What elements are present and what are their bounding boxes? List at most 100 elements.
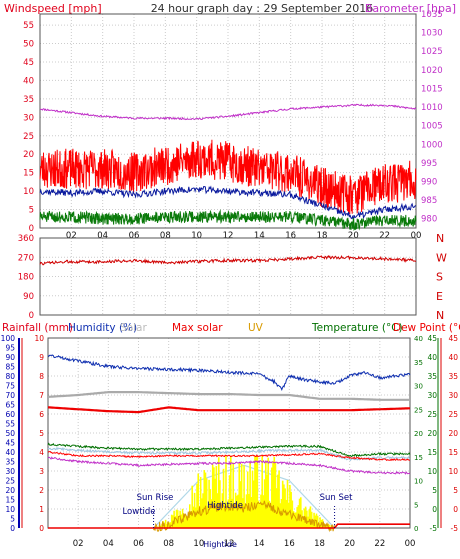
temperature-tick-35: 35 xyxy=(427,372,437,381)
humidity-tick-75: 75 xyxy=(5,382,15,391)
wind-hour-tick-04: 04 xyxy=(97,231,108,241)
dew-point-tick-45: 45 xyxy=(448,334,458,343)
barometer-tick-1020: 1020 xyxy=(421,66,443,76)
temperature-tick-40: 40 xyxy=(427,353,437,362)
max-solar-legend: Max solar xyxy=(172,322,223,334)
barometer-label: Barometer [hpa] xyxy=(365,2,456,15)
dew-point-tick-0: 0 xyxy=(453,505,458,514)
climate-hour-tick-04: 04 xyxy=(103,539,114,549)
dew-point-tick-10: 10 xyxy=(448,467,458,476)
humidity-tick-70: 70 xyxy=(5,391,15,400)
windspeed-tick-55: 55 xyxy=(23,21,34,31)
direction-tick-270: 270 xyxy=(18,253,34,263)
barometer-tick-985: 985 xyxy=(421,196,437,206)
humidity-tick-5: 5 xyxy=(10,515,15,524)
temperature-shadow-line xyxy=(47,446,411,462)
barometer-tick-1000: 1000 xyxy=(421,140,443,150)
temperature-tick-20: 20 xyxy=(427,429,437,438)
temperature-tick-45: 45 xyxy=(427,334,437,343)
solar-tick-10: 10 xyxy=(414,478,423,486)
windspeed-tick-15: 15 xyxy=(23,169,34,179)
barometer-tick-1030: 1030 xyxy=(421,29,443,39)
wind-hour-tick-06: 06 xyxy=(129,231,140,241)
humidity-tick-25: 25 xyxy=(5,477,15,486)
dew-point-tick-20: 20 xyxy=(448,429,458,438)
barometer-tick-995: 995 xyxy=(421,159,437,169)
sun-set-label: Sun Set xyxy=(320,493,353,503)
humidity-tick-50: 50 xyxy=(5,429,15,438)
windspeed-tick-40: 40 xyxy=(23,76,34,86)
windspeed-tick-10: 10 xyxy=(23,187,34,197)
lowtide-label: Lowtide xyxy=(122,507,155,517)
direction-tick-0: 0 xyxy=(29,311,34,321)
solar-tick-40: 40 xyxy=(414,335,423,343)
compass-label-2: S xyxy=(436,271,443,284)
direction-panel-series xyxy=(39,254,417,266)
solar-tick-15: 15 xyxy=(414,454,423,462)
rainfall-tick-6: 6 xyxy=(39,410,44,419)
solar-legend: Solar xyxy=(120,322,147,334)
compass-label-0: N xyxy=(436,232,444,245)
windspeed-tick-20: 20 xyxy=(23,150,34,160)
rainfall-tick-5: 5 xyxy=(39,429,44,438)
direction-tick-90: 90 xyxy=(23,292,34,302)
dew-point-legend: Dew Point (°C) xyxy=(393,322,460,334)
sun-rise-label: Sun Rise xyxy=(137,493,174,503)
uv-max-line xyxy=(47,456,411,475)
climate-panel-axes: 0510152025303540455055606570758085909510… xyxy=(1,334,459,533)
climate-hour-tick-12: 12 xyxy=(224,539,235,549)
climate-panel-hour-ticks: 02 04 06 08 10 12 14 16 18 20 22 00 xyxy=(73,539,416,549)
barometer-tick-1025: 1025 xyxy=(421,47,443,57)
humidity-tick-65: 65 xyxy=(5,401,15,410)
windspeed-tick-45: 45 xyxy=(23,58,34,68)
solar-tick-0: 0 xyxy=(414,525,418,533)
dew-point-tick-35: 35 xyxy=(448,372,458,381)
wind-hour-tick-16: 16 xyxy=(285,231,296,241)
temperature-tick-25: 25 xyxy=(427,410,437,419)
rainfall-tick-10: 10 xyxy=(34,334,44,343)
windspeed-tick-30: 30 xyxy=(23,113,34,123)
wind-hour-tick-22: 22 xyxy=(379,231,390,241)
dew-point-tick-40: 40 xyxy=(448,353,458,362)
wind-hour-tick-12: 12 xyxy=(223,231,234,241)
climate-hour-tick-22: 22 xyxy=(374,539,385,549)
dew-point-tick--5: -5 xyxy=(451,524,459,533)
compass-label-4: N xyxy=(436,309,444,322)
wind-panel-frame xyxy=(39,13,417,229)
uv-line xyxy=(153,500,336,533)
humidity-tick-30: 30 xyxy=(5,467,15,476)
windspeed-tick-5: 5 xyxy=(29,206,34,216)
barometer-tick-1005: 1005 xyxy=(421,122,443,132)
temperature-line xyxy=(47,442,411,458)
wind-panel-series xyxy=(39,103,417,232)
barometer-axis-ticks: 980 985 990 995 1000 1005 1010 1015 1020 1025 1030… xyxy=(421,10,443,225)
windspeed-tick-25: 25 xyxy=(23,132,34,142)
humidity-tick-90: 90 xyxy=(5,353,15,362)
compass-label-1: W xyxy=(436,251,447,264)
humidity-tick-45: 45 xyxy=(5,439,15,448)
wind-hour-tick-02: 02 xyxy=(66,231,77,241)
compass-label-3: E xyxy=(436,290,443,303)
temperature-tick-15: 15 xyxy=(427,448,437,457)
dew-point-tick-25: 25 xyxy=(448,410,458,419)
solar-tick-20: 20 xyxy=(414,430,423,438)
dew-point-tick-15: 15 xyxy=(448,448,458,457)
windspeed-tick-0: 0 xyxy=(29,224,34,234)
solar-tick-35: 35 xyxy=(414,359,423,367)
climate-hour-tick-02: 02 xyxy=(73,539,84,549)
humidity-tick-0: 0 xyxy=(10,524,15,533)
humidity-tick-95: 95 xyxy=(5,344,15,353)
barometer-tick-1035: 1035 xyxy=(421,10,443,20)
dew-point-line xyxy=(47,450,411,462)
temperature-tick-5: 5 xyxy=(432,486,437,495)
wind-hour-tick-14: 14 xyxy=(254,231,265,241)
windspeed-axis-ticks: 0 5 10 15 20 25 30 35 40 45 50 55 xyxy=(23,21,34,234)
windspeed-tick-35: 35 xyxy=(23,95,34,105)
climate-hour-tick-10: 10 xyxy=(193,539,204,549)
rainfall-tick-2: 2 xyxy=(39,486,44,495)
direction-tick-180: 180 xyxy=(18,273,34,283)
humidity-tick-40: 40 xyxy=(5,448,15,457)
temperature-tick-10: 10 xyxy=(427,467,437,476)
humidity-tick-60: 60 xyxy=(5,410,15,419)
